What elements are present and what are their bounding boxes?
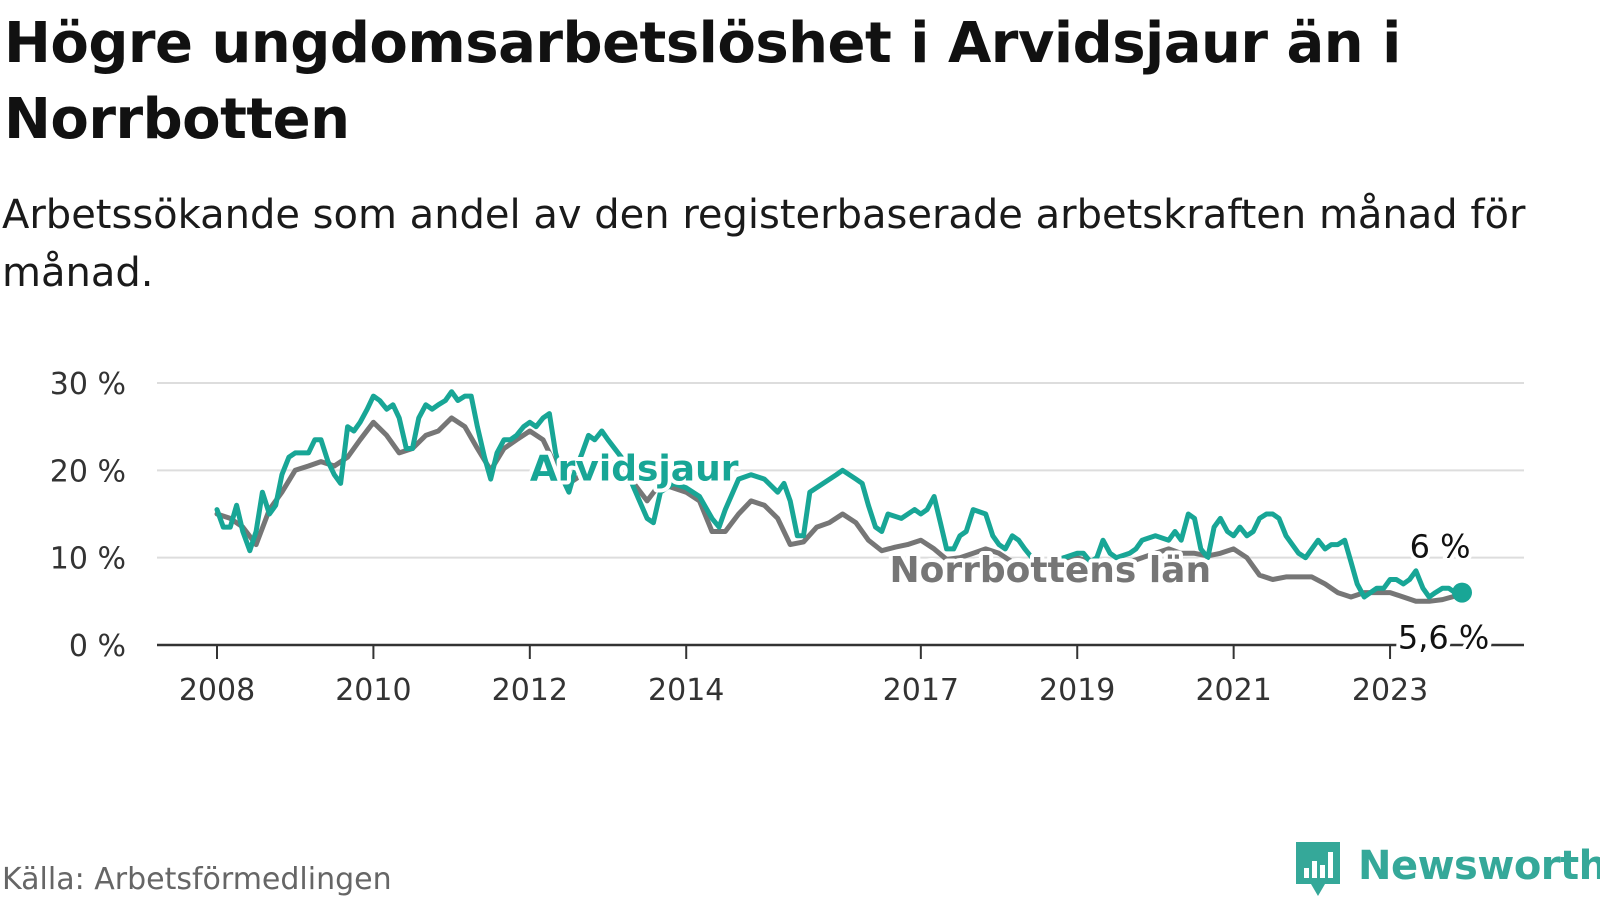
line-chart: 0 % 10 % 20 % 30 % 2008 2010 2012 2014 2017 2019 2…	[50, 367, 1524, 708]
end-label-norrbotten-text: 5,6 %	[1398, 618, 1489, 656]
series-label-norrbotten-halo: Norrbottens län	[890, 550, 1212, 591]
axis-tick-labels: 0 % 10 % 20 % 30 % 2008 2010 2012 2014 2017 2019 2…	[50, 367, 1428, 708]
y-tick-label: 0 %	[69, 629, 126, 664]
newsworthy-logo-icon	[1296, 842, 1340, 896]
y-tick-label: 20 %	[50, 454, 126, 489]
x-tick-label: 2010	[335, 673, 411, 708]
y-tick-label: 10 %	[50, 542, 126, 577]
series-line-arvidsjaur	[214, 389, 1465, 600]
end-label-arvidsjaur-halo: 6 %	[1410, 528, 1471, 566]
x-tick-label: 2008	[179, 673, 255, 708]
x-tick-label: 2012	[492, 673, 568, 708]
source-note: Källa: Arbetsförmedlingen	[2, 862, 392, 897]
x-tick-label: 2019	[1039, 673, 1115, 708]
chart-title: Högre ungdomsarbetslöshet i Arvidsjaur ä…	[4, 11, 1401, 152]
chart-subtitle: Arbetssökande som andel av den registerb…	[2, 192, 1526, 296]
x-tick-label: 2023	[1352, 673, 1428, 708]
end-label-arvidsjaur-text: 6 %	[1410, 528, 1471, 566]
y-tick-label: 30 %	[50, 367, 126, 402]
series-label-arvidsjaur-text: Arvidsjaur	[530, 449, 739, 490]
end-label-arvidsjaur: 6 %6 %	[1406, 524, 1475, 570]
x-tick-label: 2017	[883, 673, 959, 708]
end-label-norrbotten-halo: 5,6 %	[1398, 618, 1489, 656]
end-point-arvidsjaur	[1452, 582, 1472, 603]
series-line-norrbotten	[214, 415, 1458, 604]
x-tick-label: 2021	[1195, 673, 1271, 708]
brand-logo: Newsworthy	[1292, 840, 1600, 900]
x-tick-label: 2014	[648, 673, 724, 708]
series-label-norrbotten-text: Norrbottens län	[890, 550, 1212, 591]
end-label-norrbotten: 5,6 %5,6 %	[1394, 614, 1493, 660]
series-label-arvidsjaur-halo: Arvidsjaur	[530, 449, 739, 490]
series-lines	[214, 389, 1472, 604]
brand-name: Newsworthy	[1358, 843, 1600, 889]
